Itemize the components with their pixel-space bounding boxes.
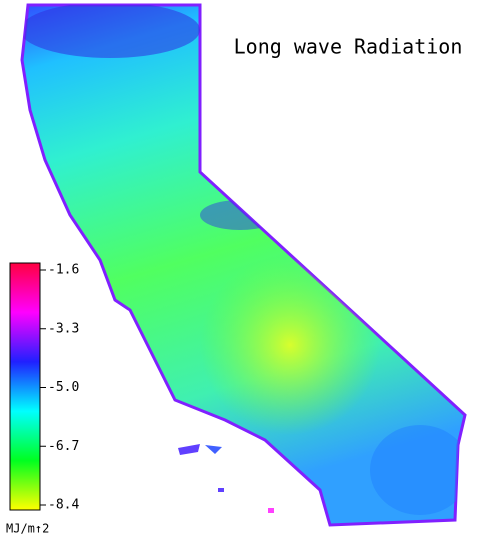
colorbar: -1.6 -3.3 -5.0 -6.7 -8.4 MJ/m↑2 (6, 262, 79, 536)
colorbar-tick-label: -3.3 (48, 321, 79, 336)
colorbar-tick-label: -1.6 (48, 263, 79, 278)
colorbar-tick-label: -6.7 (48, 439, 79, 454)
colorbar-tick-label: -8.4 (48, 498, 79, 513)
colorbar-unit: MJ/m↑2 (6, 522, 49, 536)
colorbar-bar (9, 262, 41, 511)
colorbar-tick-label: -5.0 (48, 380, 79, 395)
map-title: Long wave Radiation (234, 35, 463, 59)
